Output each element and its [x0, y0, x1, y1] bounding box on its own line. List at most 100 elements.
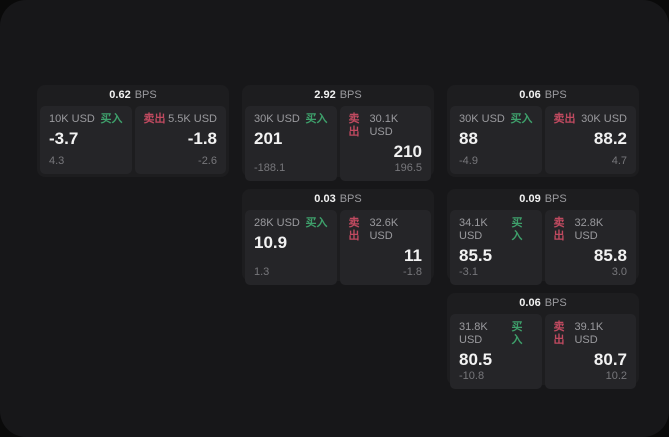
sell-change: -1.8	[403, 266, 422, 278]
buy-sell-panels: 31.8K USD 买入 80.5 -10.8 卖出 39.1K USD 80.…	[450, 314, 636, 389]
sell-panel-top: 卖出 32.8K USD	[554, 217, 628, 243]
sell-panel-top: 卖出 32.6K USD	[349, 217, 423, 243]
buy-panel[interactable]: 31.8K USD 买入 80.5 -10.8	[450, 314, 542, 389]
buy-amount: 28K USD	[254, 217, 300, 229]
sell-price: 85.8	[593, 246, 627, 265]
bps-value: 2.92	[314, 89, 336, 101]
sell-amount: 30.1K USD	[369, 113, 399, 138]
buy-panel-top: 31.8K USD 买入	[459, 321, 533, 347]
quote-card-grid: 0.62 BPS 10K USD 买入 -3.7 4.3 卖出	[37, 85, 639, 389]
bps-header: 0.06 BPS	[450, 293, 636, 314]
quote-card: 0.06 BPS 30K USD 买入 88 -4.9 卖出	[447, 85, 639, 177]
bps-unit-label: BPS	[544, 89, 567, 101]
sell-price: 11	[404, 246, 422, 265]
buy-change: -188.1	[254, 162, 286, 174]
buy-price: 88	[459, 129, 478, 148]
bps-value: 0.06	[519, 89, 541, 101]
sell-panel-top: 卖出 5.5K USD	[144, 113, 218, 126]
buy-amount: 10K USD	[49, 113, 95, 125]
buy-sell-panels: 30K USD 买入 201 -188.1 卖出 30.1K USD 210 1…	[245, 106, 431, 181]
sell-panel[interactable]: 卖出 30K USD 88.2 4.7	[544, 106, 636, 174]
bps-header: 0.62 BPS	[40, 85, 226, 106]
buy-price: 85.5	[459, 246, 493, 265]
buy-side-label: 买入	[305, 113, 328, 125]
sell-change: -2.6	[198, 155, 217, 167]
sell-change: 3.0	[611, 266, 627, 278]
sell-amount: 32.6K USD	[369, 217, 399, 242]
sell-change: 4.7	[611, 155, 627, 167]
buy-panel[interactable]: 28K USD 买入 10.9 1.3	[245, 210, 337, 285]
buy-change: 1.3	[254, 266, 270, 278]
sell-panel-top: 卖出 39.1K USD	[554, 321, 628, 347]
buy-price: 201	[254, 129, 283, 148]
sell-price: 80.7	[593, 350, 627, 369]
bps-unit-label: BPS	[544, 297, 567, 309]
buy-price: 80.5	[459, 350, 493, 369]
sell-side-label: 卖出	[348, 113, 360, 138]
bps-value: 0.03	[314, 193, 336, 205]
buy-change: -3.1	[459, 266, 478, 278]
quote-card: 0.06 BPS 31.8K USD 买入 80.5 -10.8 卖	[447, 293, 639, 389]
buy-side-label: 买入	[511, 321, 523, 346]
buy-amount: 34.1K USD	[459, 217, 488, 242]
buy-change: 4.3	[49, 155, 65, 167]
sell-panel[interactable]: 卖出 5.5K USD -1.8 -2.6	[134, 106, 226, 174]
sell-amount: 39.1K USD	[574, 321, 604, 346]
buy-price: 10.9	[254, 233, 288, 252]
buy-panel-top: 30K USD 买入	[254, 113, 328, 126]
bps-header: 0.03 BPS	[245, 189, 431, 210]
buy-panel-top: 30K USD 买入	[459, 113, 533, 126]
buy-panel[interactable]: 30K USD 买入 88 -4.9	[450, 106, 542, 174]
sell-amount: 30K USD	[581, 113, 627, 125]
buy-panel[interactable]: 30K USD 买入 201 -188.1	[245, 106, 337, 181]
sell-side-label: 卖出	[553, 321, 565, 346]
buy-panel-top: 34.1K USD 买入	[459, 217, 533, 243]
sell-price: 210	[393, 142, 422, 161]
buy-panel[interactable]: 10K USD 买入 -3.7 4.3	[40, 106, 132, 174]
sell-amount: 5.5K USD	[168, 113, 217, 125]
buy-side-label: 买入	[510, 113, 533, 125]
quote-card: 2.92 BPS 30K USD 买入 201 -188.1 卖出	[242, 85, 434, 181]
bps-header: 0.09 BPS	[450, 189, 636, 210]
buy-panel-top: 28K USD 买入	[254, 217, 328, 230]
sell-panel[interactable]: 卖出 32.8K USD 85.8 3.0	[544, 210, 636, 285]
sell-side-label: 卖出	[553, 113, 576, 125]
buy-amount: 30K USD	[459, 113, 505, 125]
buy-amount: 30K USD	[254, 113, 300, 125]
sell-panel-top: 卖出 30.1K USD	[349, 113, 423, 139]
buy-amount: 31.8K USD	[459, 321, 488, 346]
quote-card: 0.62 BPS 10K USD 买入 -3.7 4.3 卖出	[37, 85, 229, 177]
sell-change: 10.2	[605, 370, 627, 382]
quote-card: 0.03 BPS 28K USD 买入 10.9 1.3 卖出	[242, 189, 434, 285]
sell-price: -1.8	[187, 129, 217, 148]
buy-panel-top: 10K USD 买入	[49, 113, 123, 126]
sell-panel[interactable]: 卖出 30.1K USD 210 196.5	[339, 106, 431, 181]
buy-side-label: 买入	[305, 217, 328, 229]
bps-unit-label: BPS	[339, 193, 362, 205]
sell-panel-top: 卖出 30K USD	[554, 113, 628, 126]
buy-sell-panels: 28K USD 买入 10.9 1.3 卖出 32.6K USD 11 -1.8	[245, 210, 431, 285]
bps-value: 0.62	[109, 89, 131, 101]
sell-panel[interactable]: 卖出 32.6K USD 11 -1.8	[339, 210, 431, 285]
buy-panel[interactable]: 34.1K USD 买入 85.5 -3.1	[450, 210, 542, 285]
sell-price: 88.2	[593, 129, 627, 148]
sell-panel[interactable]: 卖出 39.1K USD 80.7 10.2	[544, 314, 636, 389]
bps-value: 0.09	[519, 193, 541, 205]
buy-change: -4.9	[459, 155, 478, 167]
quote-card: 0.09 BPS 34.1K USD 买入 85.5 -3.1 卖出	[447, 189, 639, 285]
sell-side-label: 卖出	[348, 217, 360, 242]
buy-sell-panels: 34.1K USD 买入 85.5 -3.1 卖出 32.8K USD 85.8…	[450, 210, 636, 285]
buy-change: -10.8	[459, 370, 485, 382]
bps-unit-label: BPS	[544, 193, 567, 205]
bps-header: 0.06 BPS	[450, 85, 636, 106]
buy-sell-panels: 10K USD 买入 -3.7 4.3 卖出 5.5K USD -1.8 -2.…	[40, 106, 226, 174]
sell-side-label: 卖出	[143, 113, 166, 125]
buy-price: -3.7	[49, 129, 79, 148]
sell-change: 196.5	[394, 162, 422, 174]
bps-unit-label: BPS	[339, 89, 362, 101]
buy-side-label: 买入	[511, 217, 523, 242]
bps-unit-label: BPS	[134, 89, 157, 101]
buy-sell-panels: 30K USD 买入 88 -4.9 卖出 30K USD 88.2 4.7	[450, 106, 636, 174]
